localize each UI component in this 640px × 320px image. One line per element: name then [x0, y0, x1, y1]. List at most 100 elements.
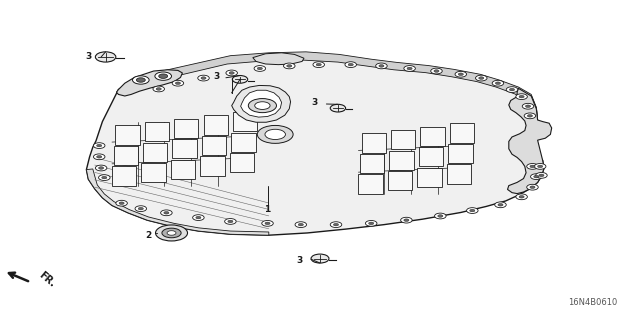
- Circle shape: [313, 62, 324, 68]
- Text: 3: 3: [85, 52, 92, 61]
- Polygon shape: [390, 151, 414, 170]
- Text: 1: 1: [264, 205, 271, 214]
- Polygon shape: [112, 166, 136, 186]
- Circle shape: [316, 63, 321, 66]
- Circle shape: [470, 209, 475, 212]
- Circle shape: [229, 72, 234, 74]
- Circle shape: [536, 172, 547, 178]
- Circle shape: [262, 220, 273, 226]
- Circle shape: [495, 82, 500, 84]
- Text: 2: 2: [145, 231, 152, 240]
- Text: 3: 3: [213, 72, 220, 81]
- Circle shape: [99, 167, 104, 169]
- Circle shape: [369, 222, 374, 225]
- Circle shape: [298, 223, 303, 226]
- Circle shape: [530, 165, 535, 168]
- Circle shape: [102, 176, 107, 179]
- Polygon shape: [360, 154, 385, 173]
- Circle shape: [527, 115, 532, 117]
- Circle shape: [116, 200, 127, 206]
- Polygon shape: [241, 90, 282, 117]
- Circle shape: [93, 154, 105, 160]
- Polygon shape: [448, 144, 473, 163]
- Circle shape: [379, 65, 384, 67]
- Polygon shape: [419, 147, 443, 166]
- Circle shape: [498, 204, 503, 206]
- Circle shape: [527, 164, 538, 169]
- Circle shape: [495, 202, 506, 208]
- Circle shape: [506, 87, 518, 92]
- Circle shape: [519, 196, 524, 198]
- Circle shape: [438, 215, 443, 217]
- Polygon shape: [173, 139, 197, 158]
- Circle shape: [407, 67, 412, 70]
- Circle shape: [479, 77, 484, 79]
- Circle shape: [534, 164, 546, 169]
- Polygon shape: [114, 146, 138, 165]
- Circle shape: [330, 222, 342, 228]
- Circle shape: [164, 212, 169, 214]
- Circle shape: [119, 202, 124, 204]
- Circle shape: [225, 219, 236, 224]
- Circle shape: [99, 175, 110, 180]
- Circle shape: [193, 215, 204, 220]
- Circle shape: [516, 94, 527, 100]
- Circle shape: [257, 67, 262, 70]
- Circle shape: [138, 207, 143, 210]
- Circle shape: [458, 73, 463, 76]
- Circle shape: [365, 220, 377, 226]
- Circle shape: [175, 82, 180, 84]
- Circle shape: [198, 75, 209, 81]
- Circle shape: [254, 66, 266, 71]
- Polygon shape: [171, 160, 195, 179]
- Polygon shape: [116, 70, 182, 96]
- Text: 3: 3: [312, 98, 318, 107]
- Circle shape: [476, 75, 487, 81]
- Circle shape: [295, 222, 307, 228]
- Circle shape: [172, 80, 184, 86]
- Polygon shape: [145, 122, 169, 141]
- Polygon shape: [115, 125, 140, 145]
- Polygon shape: [253, 53, 304, 65]
- Circle shape: [431, 68, 442, 74]
- Polygon shape: [86, 54, 544, 235]
- Circle shape: [401, 217, 412, 223]
- Circle shape: [539, 174, 544, 177]
- Polygon shape: [230, 153, 254, 172]
- Polygon shape: [450, 124, 474, 143]
- Polygon shape: [200, 156, 225, 176]
- Polygon shape: [141, 163, 166, 182]
- Polygon shape: [232, 85, 291, 122]
- Circle shape: [255, 102, 270, 109]
- Circle shape: [404, 219, 409, 221]
- Circle shape: [156, 225, 188, 241]
- Circle shape: [93, 143, 105, 148]
- Circle shape: [155, 72, 172, 80]
- Circle shape: [516, 194, 527, 200]
- Circle shape: [161, 210, 172, 216]
- Circle shape: [201, 77, 206, 79]
- Circle shape: [534, 175, 539, 178]
- Polygon shape: [358, 174, 383, 194]
- Circle shape: [97, 156, 102, 158]
- Circle shape: [132, 76, 149, 84]
- Circle shape: [228, 220, 233, 223]
- Polygon shape: [447, 164, 471, 184]
- Polygon shape: [202, 136, 227, 155]
- Polygon shape: [508, 88, 552, 194]
- Circle shape: [135, 206, 147, 212]
- Text: 3: 3: [296, 256, 303, 265]
- Circle shape: [167, 231, 176, 235]
- Circle shape: [265, 129, 285, 140]
- Circle shape: [226, 70, 237, 76]
- Circle shape: [509, 88, 515, 91]
- Circle shape: [284, 63, 295, 69]
- Circle shape: [527, 184, 538, 190]
- Circle shape: [376, 63, 387, 69]
- Circle shape: [265, 222, 270, 225]
- Circle shape: [524, 113, 536, 119]
- Circle shape: [287, 65, 292, 67]
- Circle shape: [257, 125, 293, 143]
- Text: 16N4B0610: 16N4B0610: [568, 298, 618, 307]
- Circle shape: [348, 63, 353, 66]
